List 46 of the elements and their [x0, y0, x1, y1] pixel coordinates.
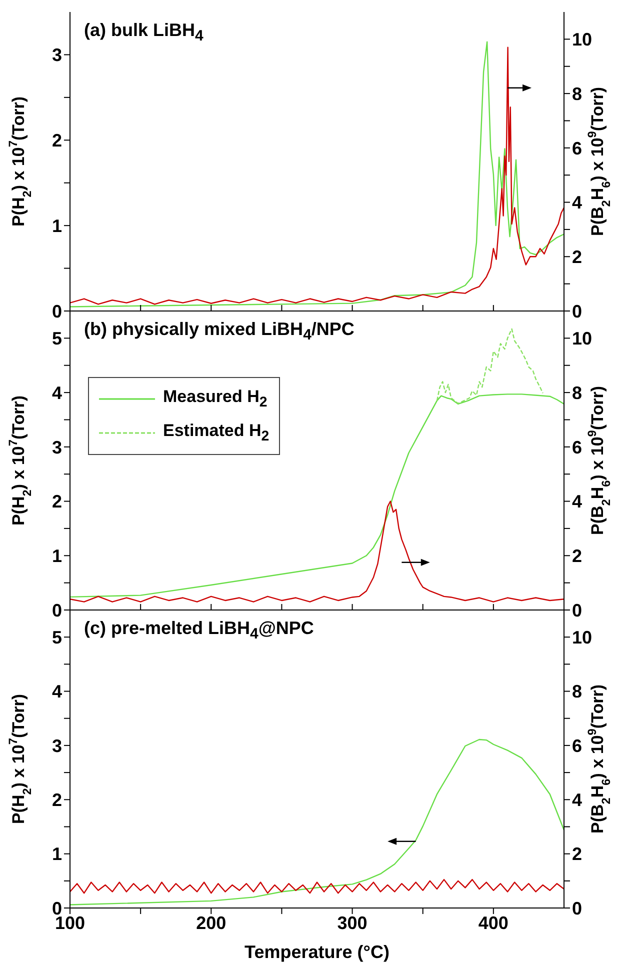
y-tick-label: 0 — [52, 301, 62, 322]
line-series — [70, 738, 564, 906]
y2-tick-label: 6 — [572, 138, 582, 158]
y2-tick-label: 8 — [572, 382, 582, 403]
y-tick-label: 4 — [52, 682, 62, 702]
y-tick-label: 3 — [52, 736, 62, 756]
y2-tick-label: 8 — [572, 682, 582, 702]
text: (a) bulk LiBH$_{4}$ — [84, 20, 204, 45]
y2-tick-label: 2 — [572, 546, 582, 566]
x-tick-label: 200 — [196, 912, 226, 933]
legend-label: Estimated H$_{2}$ — [163, 421, 270, 445]
y-tick-label: 5 — [52, 328, 62, 349]
y-tick-label: 2 — [52, 492, 62, 512]
y2-tick-label: 4 — [572, 492, 582, 512]
y-tick-label: 0 — [52, 600, 62, 620]
y2-tick-label: 4 — [572, 790, 582, 810]
y2-tick-label: 6 — [572, 437, 582, 458]
y2-tick-label: 4 — [572, 192, 582, 213]
y-tick-label: 3 — [52, 45, 62, 66]
y-tick-label: 4 — [52, 382, 62, 403]
text: (b) physically mixed LiBH$_{4}$/NPC — [84, 319, 354, 344]
x-tick-label: 400 — [478, 912, 508, 933]
text: (c) pre-melted LiBH$_{4}$@NPC — [84, 618, 314, 643]
y2-tick-label: 6 — [572, 736, 582, 756]
y-tick-label: 1 — [52, 546, 62, 566]
line-series — [436, 328, 544, 404]
y2-tick-label: 0 — [572, 301, 582, 322]
y-tick-label: 2 — [52, 790, 62, 810]
y2-tick-label: 10 — [572, 328, 592, 349]
legend-label: Measured H$_{2}$ — [163, 387, 268, 411]
y-tick-label: 3 — [52, 437, 62, 458]
y-tick-label: 1 — [52, 844, 62, 864]
x-tick-label: 300 — [337, 912, 368, 933]
y2-tick-label: 10 — [572, 627, 592, 648]
line-series — [70, 878, 564, 894]
y-tick-label: 2 — [52, 130, 62, 151]
y2-tick-label: 2 — [572, 844, 582, 864]
x-axis-title: Temperature (°C) — [244, 942, 390, 962]
y-tick-label: 5 — [52, 627, 62, 648]
y2-tick-label: 0 — [572, 898, 582, 918]
y2-tick-label: 2 — [572, 247, 582, 268]
y2-tick-label: 0 — [572, 600, 582, 620]
line-series — [70, 500, 564, 602]
y-tick-label: 1 — [52, 216, 62, 236]
y2-tick-label: 8 — [572, 84, 582, 104]
y2-tick-label: 10 — [572, 30, 592, 50]
